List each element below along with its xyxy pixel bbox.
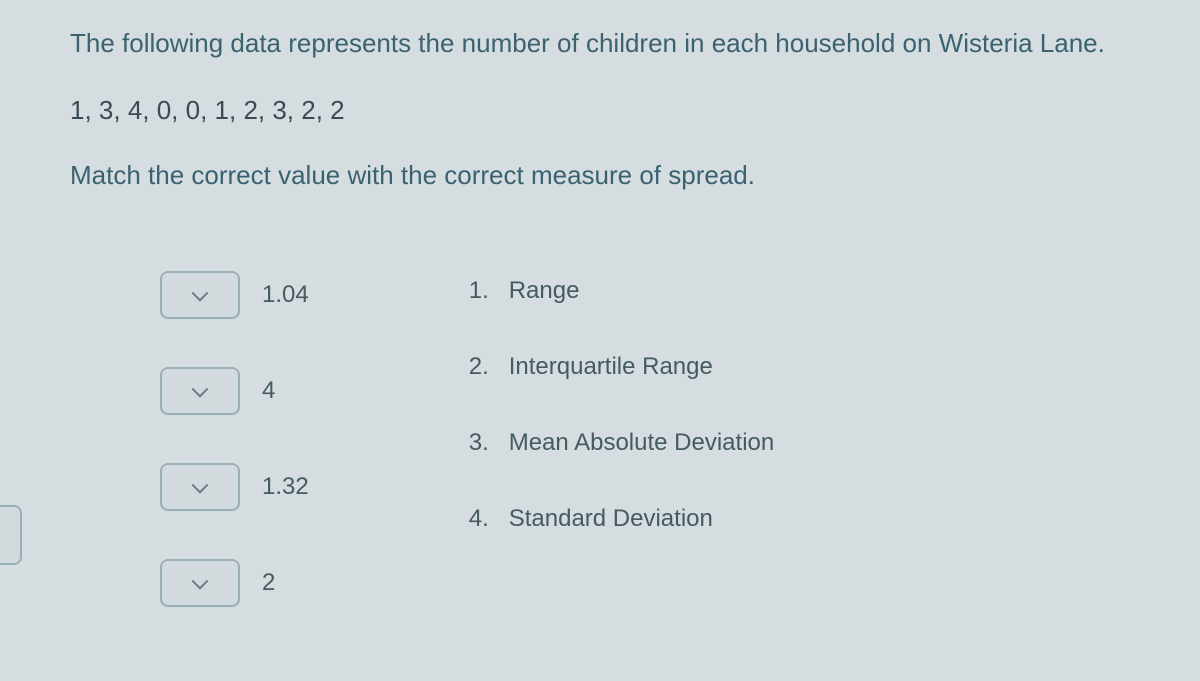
- answer-label: Range: [509, 277, 580, 305]
- data-values: 1, 3, 4, 0, 0, 1, 2, 3, 2, 2: [70, 95, 1130, 126]
- answer-option: 3. Mean Absolute Deviation: [469, 429, 775, 457]
- match-dropdown-1[interactable]: [160, 271, 240, 319]
- answer-number: 2.: [469, 353, 495, 381]
- match-row: 2: [160, 559, 309, 607]
- chevron-down-icon: [192, 578, 208, 588]
- match-row: 1.32: [160, 463, 309, 511]
- partial-offscreen-control[interactable]: [0, 505, 22, 565]
- chevron-down-icon: [192, 290, 208, 300]
- answers-column: 1. Range 2. Interquartile Range 3. Mean …: [469, 271, 775, 607]
- match-dropdown-3[interactable]: [160, 463, 240, 511]
- question-intro: The following data represents the number…: [70, 24, 1130, 63]
- answer-label: Standard Deviation: [509, 505, 713, 533]
- answer-option: 1. Range: [469, 277, 775, 305]
- answer-option: 4. Standard Deviation: [469, 505, 775, 533]
- match-row: 1.04: [160, 271, 309, 319]
- match-dropdown-4[interactable]: [160, 559, 240, 607]
- answer-number: 4.: [469, 505, 495, 533]
- match-value-label: 1.04: [262, 281, 309, 309]
- match-values-column: 1.04 4 1.32 2: [160, 271, 309, 607]
- answer-label: Interquartile Range: [509, 353, 713, 381]
- match-value-label: 4: [262, 377, 275, 405]
- answer-number: 3.: [469, 429, 495, 457]
- chevron-down-icon: [192, 386, 208, 396]
- answer-label: Mean Absolute Deviation: [509, 429, 775, 457]
- question-instruction: Match the correct value with the correct…: [70, 160, 1130, 191]
- match-value-label: 2: [262, 569, 275, 597]
- matching-area: 1.04 4 1.32 2 1. Range 2. In: [70, 271, 1130, 607]
- match-dropdown-2[interactable]: [160, 367, 240, 415]
- answer-option: 2. Interquartile Range: [469, 353, 775, 381]
- match-value-label: 1.32: [262, 473, 309, 501]
- answer-number: 1.: [469, 277, 495, 305]
- match-row: 4: [160, 367, 309, 415]
- chevron-down-icon: [192, 482, 208, 492]
